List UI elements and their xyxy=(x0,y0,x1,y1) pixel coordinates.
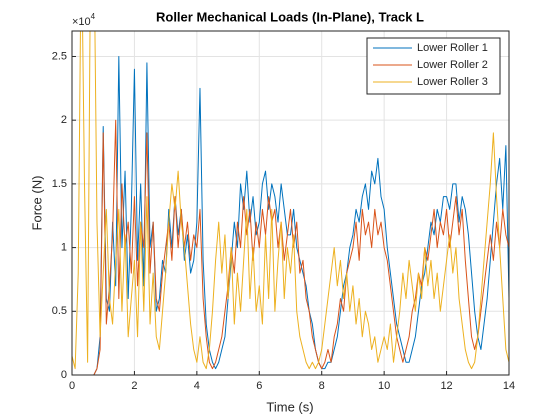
y-tick-label: 0.5 xyxy=(52,305,67,317)
ticks: 0 2 4 6 8 10 12 14 0 0.5 1 1.5 2 2.5 xyxy=(52,50,515,392)
x-tick-label: 14 xyxy=(503,380,515,392)
chart-title: Roller Mechanical Loads (In-Plane), Trac… xyxy=(156,9,424,24)
y-tick-label: 1.5 xyxy=(52,178,67,190)
legend-box xyxy=(366,37,501,95)
x-axis-label: Time (s) xyxy=(266,399,313,414)
x-tick-label: 8 xyxy=(319,380,325,392)
x-tick-label: 12 xyxy=(440,380,452,392)
y-tick-label: 0 xyxy=(61,369,67,381)
axes-box xyxy=(71,30,510,376)
legend-label: Lower Roller 3 xyxy=(417,76,488,88)
y-multiplier-base: ×10 xyxy=(72,16,91,28)
y-tick-label: 2 xyxy=(61,114,67,126)
legend-label: Lower Roller 1 xyxy=(417,42,488,54)
legend-label: Lower Roller 2 xyxy=(417,59,488,71)
y-multiplier: ×104 xyxy=(72,12,96,28)
y-axis-label: Force (N) xyxy=(29,176,44,231)
x-tick-label: 2 xyxy=(131,380,137,392)
series-line xyxy=(72,31,509,370)
x-tick-label: 6 xyxy=(256,380,262,392)
series-line xyxy=(72,119,509,375)
y-tick-label: 2.5 xyxy=(52,50,67,62)
y-tick-label: 1 xyxy=(61,241,67,253)
y-multiplier-exponent: 4 xyxy=(91,12,96,21)
x-tick-label: 0 xyxy=(69,380,75,392)
x-tick-label: 10 xyxy=(378,380,390,392)
legend: Lower Roller 1 Lower Roller 2 Lower Roller… xyxy=(366,37,501,95)
x-tick-label: 4 xyxy=(194,380,200,392)
lines xyxy=(72,31,509,375)
